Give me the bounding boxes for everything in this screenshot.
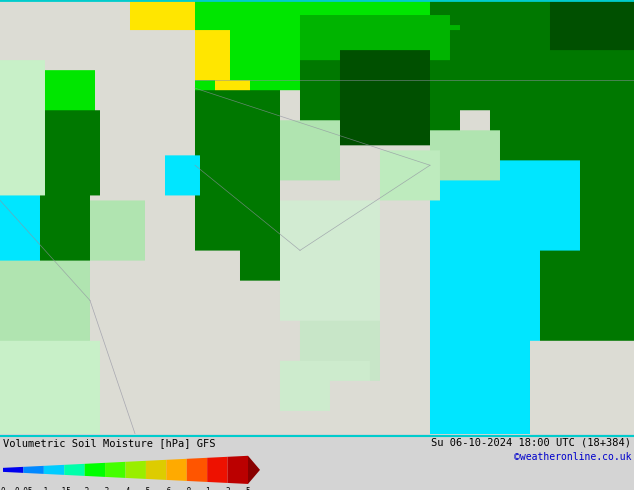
Text: .3: .3 [100,487,110,490]
Text: .8: .8 [182,487,191,490]
Polygon shape [166,459,187,481]
Text: Su 06-10-2024 18:00 UTC (18+384): Su 06-10-2024 18:00 UTC (18+384) [431,438,631,448]
Text: .15: .15 [57,487,71,490]
Text: Volumetric Soil Moisture [hPa] GFS: Volumetric Soil Moisture [hPa] GFS [3,438,216,448]
Text: .5: .5 [141,487,150,490]
Text: 1: 1 [205,487,209,490]
Text: .2: .2 [80,487,89,490]
Polygon shape [187,458,207,482]
Polygon shape [228,456,248,484]
Polygon shape [3,467,23,473]
Polygon shape [126,461,146,479]
Text: .4: .4 [121,487,130,490]
Polygon shape [85,463,105,477]
Text: 3: 3 [225,487,230,490]
Polygon shape [146,460,166,480]
Polygon shape [207,457,228,483]
Polygon shape [64,464,85,476]
Polygon shape [105,462,126,478]
Polygon shape [44,465,64,475]
Text: .6: .6 [162,487,171,490]
Text: 0.05: 0.05 [14,487,33,490]
Text: ©weatheronline.co.uk: ©weatheronline.co.uk [514,452,631,462]
Text: 0: 0 [1,487,5,490]
Text: 5: 5 [246,487,250,490]
Polygon shape [248,456,260,484]
Polygon shape [23,466,44,474]
Text: .1: .1 [39,487,48,490]
